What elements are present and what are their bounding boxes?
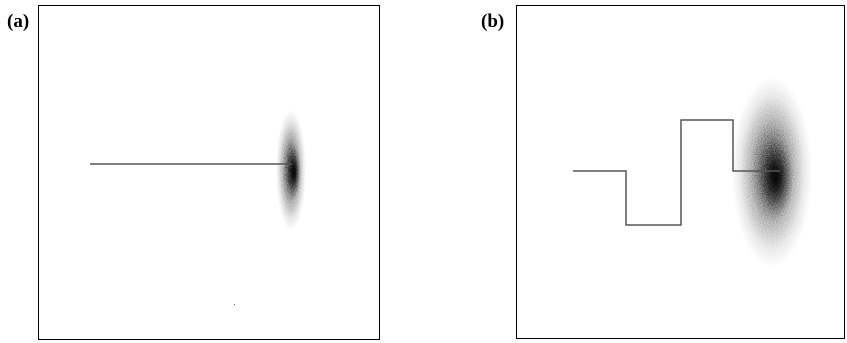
panel-a	[38, 5, 380, 340]
panel-b-density-core	[758, 138, 794, 218]
panel-a-speck	[234, 304, 235, 305]
panel-b-path	[573, 119, 780, 226]
panel-a-frame	[38, 5, 380, 340]
panel-b-label: (b)	[481, 11, 505, 32]
panel-b-frame	[516, 5, 845, 339]
panel-a-label: (a)	[7, 11, 30, 32]
panel-b	[516, 5, 845, 339]
panel-a-density-core	[287, 146, 301, 198]
